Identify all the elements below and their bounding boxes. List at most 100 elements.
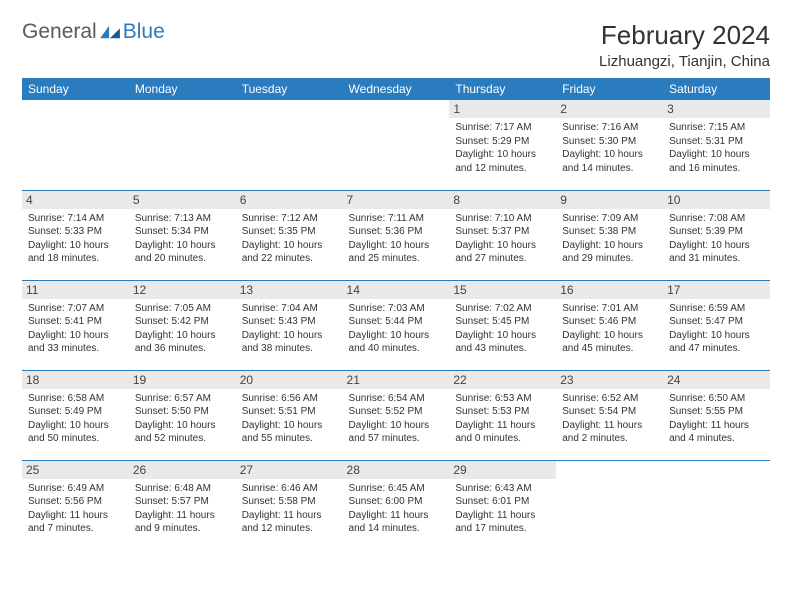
day-ss-line: Sunset: 5:36 PM <box>349 225 444 239</box>
day-ss-line: Sunset: 6:00 PM <box>349 495 444 509</box>
calendar-day-cell: 12Sunrise: 7:05 AMSunset: 5:42 PMDayligh… <box>129 280 236 370</box>
calendar-day-cell <box>22 100 129 190</box>
calendar-day-cell: 20Sunrise: 6:56 AMSunset: 5:51 PMDayligh… <box>236 370 343 460</box>
day-detail: Sunrise: 7:05 AMSunset: 5:42 PMDaylight:… <box>135 302 230 356</box>
day-detail: Sunrise: 7:17 AMSunset: 5:29 PMDaylight:… <box>455 121 550 175</box>
calendar-day-cell: 11Sunrise: 7:07 AMSunset: 5:41 PMDayligh… <box>22 280 129 370</box>
day-ss-line: Sunset: 5:44 PM <box>349 315 444 329</box>
day-detail: Sunrise: 6:54 AMSunset: 5:52 PMDaylight:… <box>349 392 444 446</box>
calendar-week-row: 4Sunrise: 7:14 AMSunset: 5:33 PMDaylight… <box>22 190 770 280</box>
day-dl-line: Daylight: 10 hours and 18 minutes. <box>28 239 123 266</box>
day-number: 13 <box>236 281 343 299</box>
calendar-day-cell: 14Sunrise: 7:03 AMSunset: 5:44 PMDayligh… <box>343 280 450 370</box>
day-dl-line: Daylight: 10 hours and 43 minutes. <box>455 329 550 356</box>
weekday-header: Monday <box>129 78 236 100</box>
day-number: 9 <box>556 191 663 209</box>
day-ss-line: Sunset: 5:37 PM <box>455 225 550 239</box>
brand-logo: General Blue <box>22 20 165 44</box>
day-dl-line: Daylight: 11 hours and 14 minutes. <box>349 509 444 536</box>
day-sr-line: Sunrise: 7:08 AM <box>669 212 764 226</box>
weekday-header: Wednesday <box>343 78 450 100</box>
day-ss-line: Sunset: 5:52 PM <box>349 405 444 419</box>
calendar-day-cell: 15Sunrise: 7:02 AMSunset: 5:45 PMDayligh… <box>449 280 556 370</box>
day-detail: Sunrise: 7:15 AMSunset: 5:31 PMDaylight:… <box>669 121 764 175</box>
day-sr-line: Sunrise: 6:45 AM <box>349 482 444 496</box>
day-detail: Sunrise: 6:48 AMSunset: 5:57 PMDaylight:… <box>135 482 230 536</box>
day-dl-line: Daylight: 10 hours and 57 minutes. <box>349 419 444 446</box>
day-detail: Sunrise: 6:53 AMSunset: 5:53 PMDaylight:… <box>455 392 550 446</box>
day-number: 21 <box>343 371 450 389</box>
day-detail: Sunrise: 7:14 AMSunset: 5:33 PMDaylight:… <box>28 212 123 266</box>
calendar-day-cell: 10Sunrise: 7:08 AMSunset: 5:39 PMDayligh… <box>663 190 770 280</box>
day-number: 2 <box>556 100 663 118</box>
day-number: 7 <box>343 191 450 209</box>
day-detail: Sunrise: 7:01 AMSunset: 5:46 PMDaylight:… <box>562 302 657 356</box>
day-sr-line: Sunrise: 6:52 AM <box>562 392 657 406</box>
calendar-day-cell: 8Sunrise: 7:10 AMSunset: 5:37 PMDaylight… <box>449 190 556 280</box>
day-ss-line: Sunset: 5:38 PM <box>562 225 657 239</box>
day-sr-line: Sunrise: 7:05 AM <box>135 302 230 316</box>
day-dl-line: Daylight: 11 hours and 17 minutes. <box>455 509 550 536</box>
day-detail: Sunrise: 7:16 AMSunset: 5:30 PMDaylight:… <box>562 121 657 175</box>
day-number: 10 <box>663 191 770 209</box>
weekday-header: Tuesday <box>236 78 343 100</box>
calendar-day-cell: 13 Sunrise: 7:04 AMSunset: 5:43 PMDayligh… <box>236 280 343 370</box>
day-detail: Sunrise: 7:04 AMSunset: 5:43 PMDaylight:… <box>242 302 337 356</box>
calendar-day-cell <box>343 100 450 190</box>
day-sr-line: Sunrise: 6:48 AM <box>135 482 230 496</box>
day-dl-line: Daylight: 10 hours and 52 minutes. <box>135 419 230 446</box>
calendar-day-cell: 9 Sunrise: 7:09 AMSunset: 5:38 PMDaylight… <box>556 190 663 280</box>
weekday-header: Saturday <box>663 78 770 100</box>
day-sr-line: Sunrise: 6:53 AM <box>455 392 550 406</box>
day-dl-line: Daylight: 11 hours and 4 minutes. <box>669 419 764 446</box>
day-sr-line: Sunrise: 7:02 AM <box>455 302 550 316</box>
calendar-day-cell: 3Sunrise: 7:15 AMSunset: 5:31 PMDaylight… <box>663 100 770 190</box>
calendar-day-cell: 28 Sunrise: 6:45 AMSunset: 6:00 PMDayligh… <box>343 460 450 550</box>
day-sr-line: Sunrise: 7:12 AM <box>242 212 337 226</box>
day-ss-line: Sunset: 5:29 PM <box>455 135 550 149</box>
day-number: 20 <box>236 371 343 389</box>
day-number: 6 <box>236 191 343 209</box>
day-dl-line: Daylight: 10 hours and 40 minutes. <box>349 329 444 356</box>
day-dl-line: Daylight: 10 hours and 55 minutes. <box>242 419 337 446</box>
day-number: 19 <box>129 371 236 389</box>
day-detail: Sunrise: 6:58 AMSunset: 5:49 PMDaylight:… <box>28 392 123 446</box>
calendar-week-row: 1Sunrise: 7:17 AMSunset: 5:29 PMDaylight… <box>22 100 770 190</box>
day-number: 28 <box>343 461 450 479</box>
calendar-day-cell: 17Sunrise: 6:59 AMSunset: 5:47 PMDayligh… <box>663 280 770 370</box>
day-detail: Sunrise: 6:45 AMSunset: 6:00 PMDaylight:… <box>349 482 444 536</box>
location-subtitle: Lizhuangzi, Tianjin, China <box>599 53 770 70</box>
day-ss-line: Sunset: 5:56 PM <box>28 495 123 509</box>
day-ss-line: Sunset: 5:31 PM <box>669 135 764 149</box>
day-dl-line: Daylight: 10 hours and 50 minutes. <box>28 419 123 446</box>
day-ss-line: Sunset: 5:53 PM <box>455 405 550 419</box>
day-detail: Sunrise: 7:09 AMSunset: 5:38 PMDaylight:… <box>562 212 657 266</box>
calendar-body: 1Sunrise: 7:17 AMSunset: 5:29 PMDaylight… <box>22 100 770 550</box>
day-sr-line: Sunrise: 6:50 AM <box>669 392 764 406</box>
day-sr-line: Sunrise: 6:46 AM <box>242 482 337 496</box>
day-sr-line: Sunrise: 7:15 AM <box>669 121 764 135</box>
day-dl-line: Daylight: 10 hours and 12 minutes. <box>455 148 550 175</box>
day-ss-line: Sunset: 5:34 PM <box>135 225 230 239</box>
calendar-day-cell: 2 Sunrise: 7:16 AMSunset: 5:30 PMDaylight… <box>556 100 663 190</box>
calendar-day-cell: 26Sunrise: 6:48 AMSunset: 5:57 PMDayligh… <box>129 460 236 550</box>
day-detail: Sunrise: 6:52 AMSunset: 5:54 PMDaylight:… <box>562 392 657 446</box>
weekday-header: Sunday <box>22 78 129 100</box>
weekday-header: Thursday <box>449 78 556 100</box>
day-ss-line: Sunset: 5:49 PM <box>28 405 123 419</box>
day-dl-line: Daylight: 10 hours and 27 minutes. <box>455 239 550 266</box>
logo-mark-icon <box>99 23 121 41</box>
day-dl-line: Daylight: 10 hours and 22 minutes. <box>242 239 337 266</box>
day-detail: Sunrise: 7:07 AMSunset: 5:41 PMDaylight:… <box>28 302 123 356</box>
day-detail: Sunrise: 6:59 AMSunset: 5:47 PMDaylight:… <box>669 302 764 356</box>
page-header: General Blue February 2024 Lizhuangzi, T… <box>22 20 770 70</box>
day-dl-line: Daylight: 11 hours and 2 minutes. <box>562 419 657 446</box>
day-sr-line: Sunrise: 7:17 AM <box>455 121 550 135</box>
day-ss-line: Sunset: 6:01 PM <box>455 495 550 509</box>
day-detail: Sunrise: 7:02 AMSunset: 5:45 PMDaylight:… <box>455 302 550 356</box>
calendar-week-row: 18Sunrise: 6:58 AMSunset: 5:49 PMDayligh… <box>22 370 770 460</box>
weekday-header: Friday <box>556 78 663 100</box>
day-sr-line: Sunrise: 6:57 AM <box>135 392 230 406</box>
calendar-day-cell: 16Sunrise: 7:01 AMSunset: 5:46 PMDayligh… <box>556 280 663 370</box>
month-title: February 2024 <box>599 20 770 51</box>
